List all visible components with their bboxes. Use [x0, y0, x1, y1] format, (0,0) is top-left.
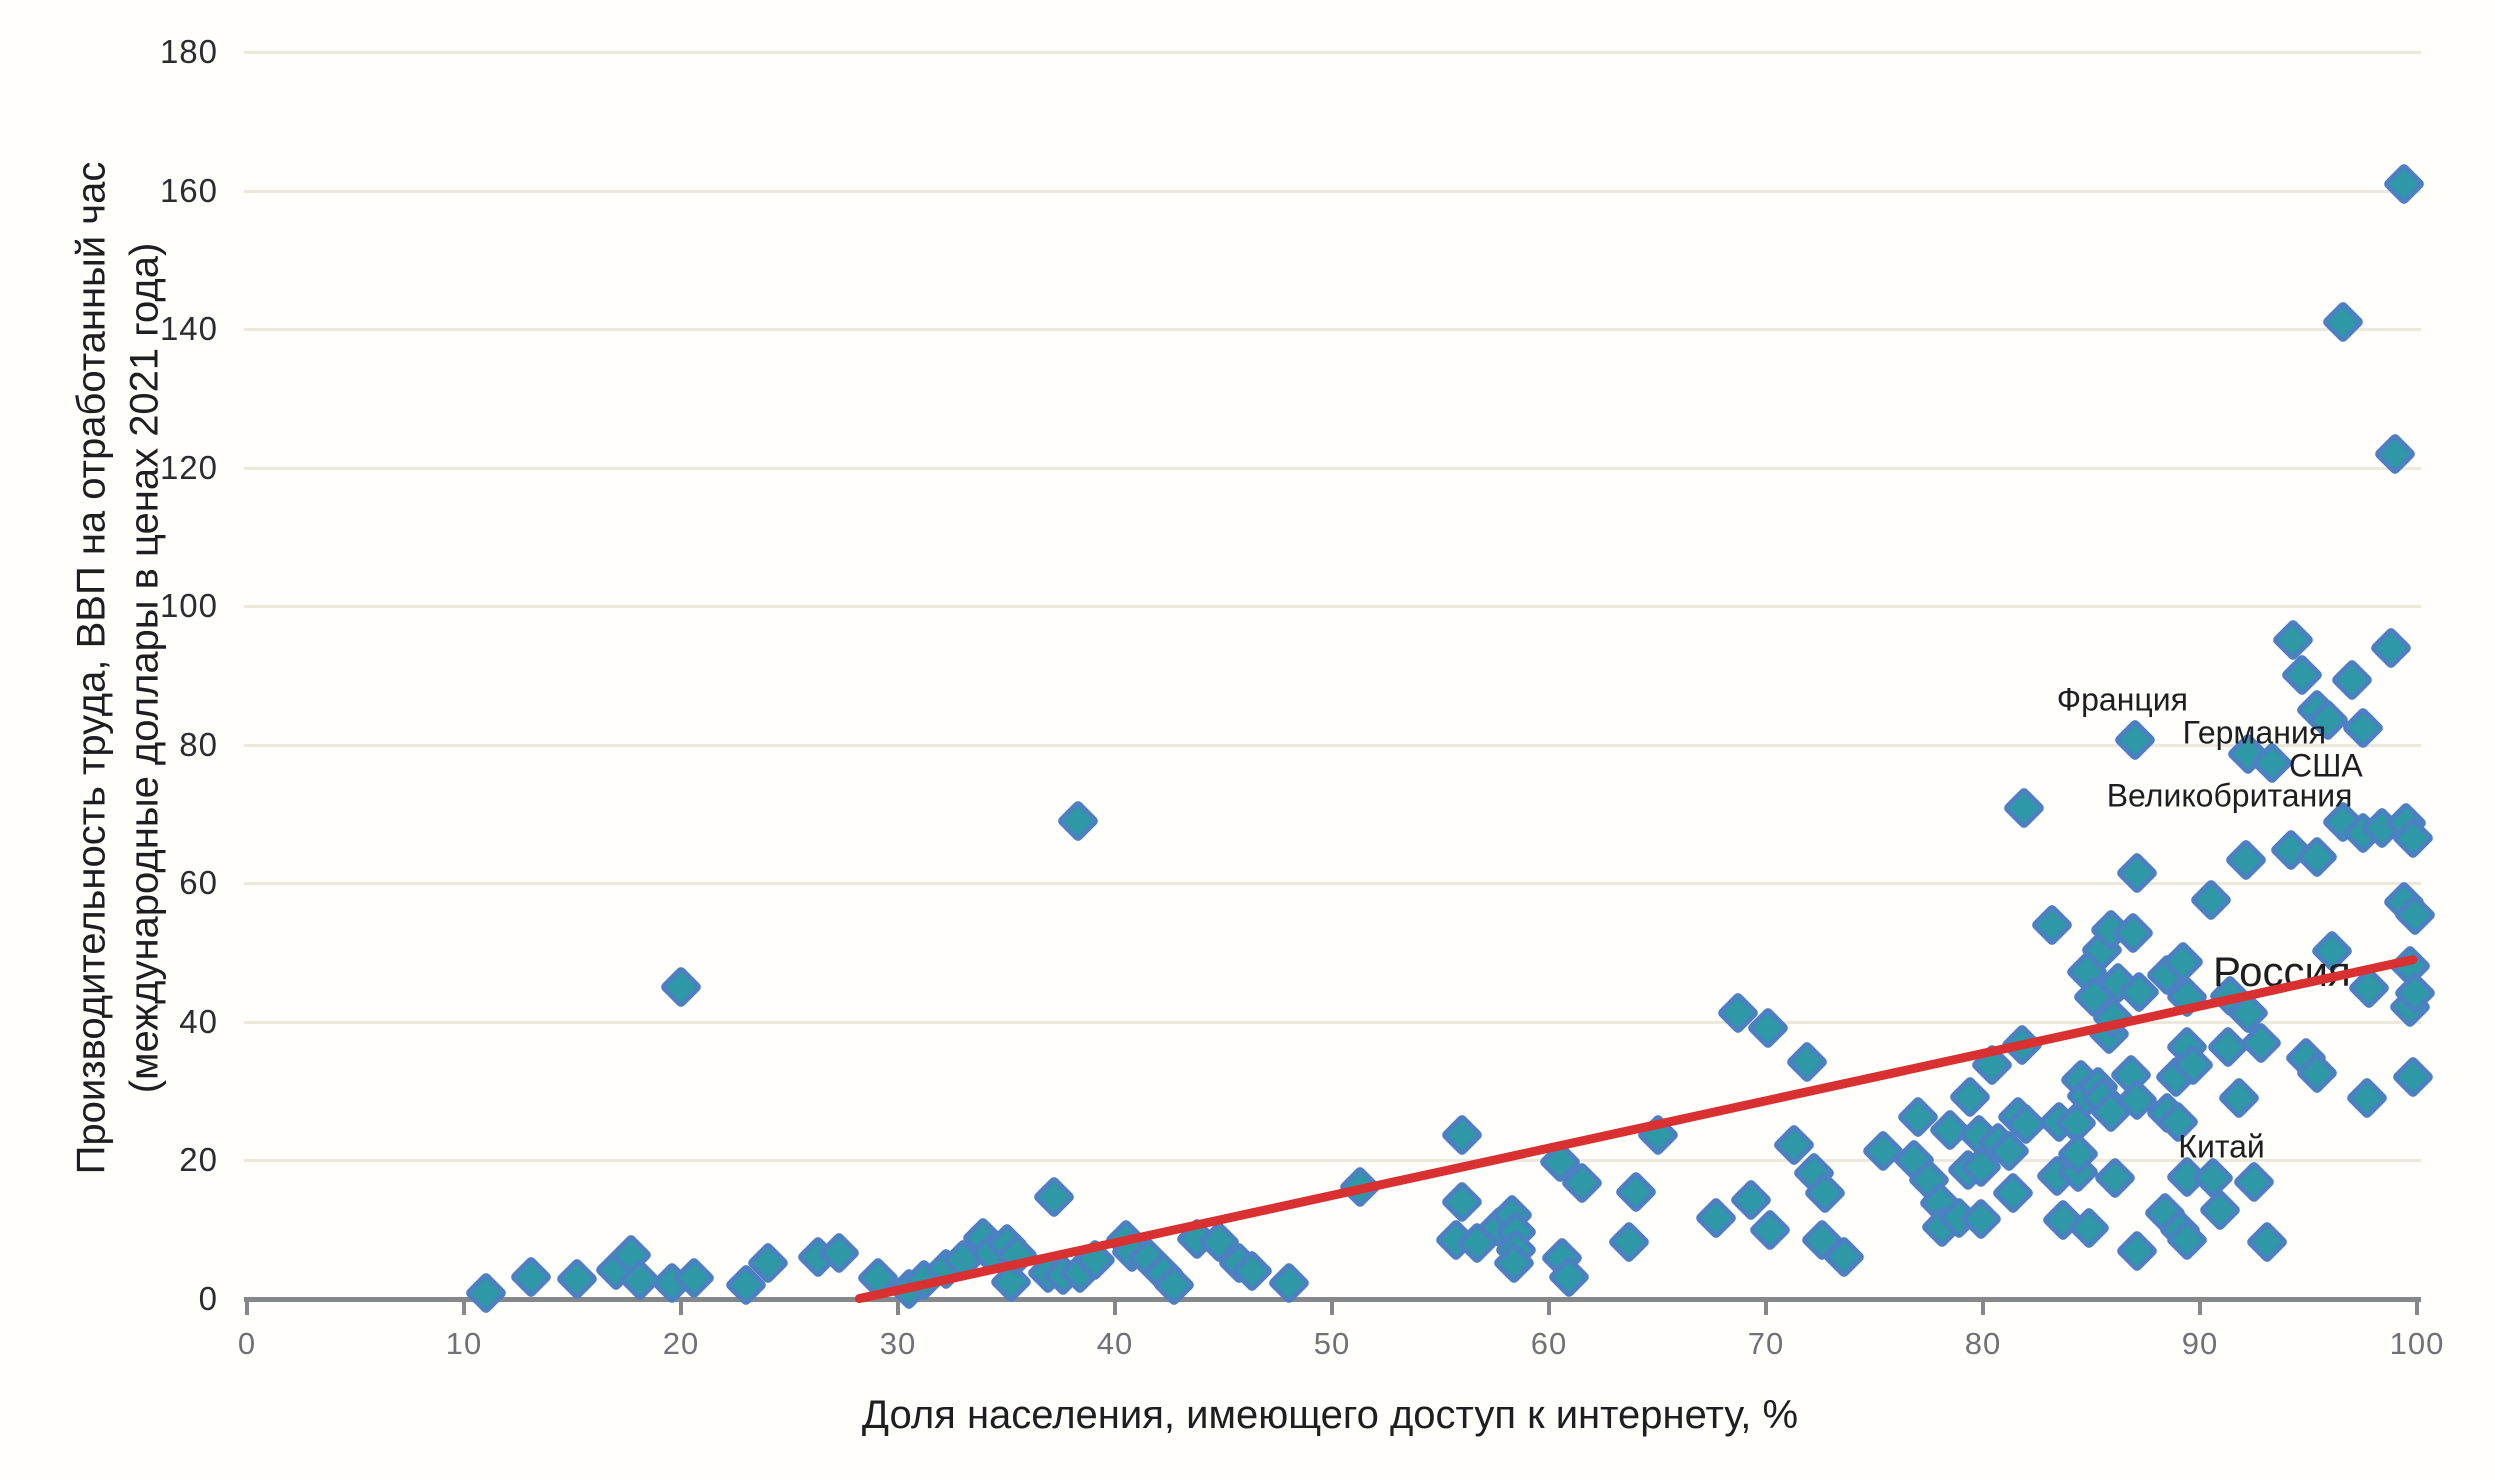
data-point — [1991, 1171, 2036, 1215]
country-label-Франция: Франция — [2056, 681, 2188, 718]
data-point — [2382, 161, 2426, 206]
x-tick-label-40: 40 — [1096, 1326, 1134, 1361]
y-tick-label-0: 0 — [198, 1280, 218, 1317]
x-tick-mark-50 — [1330, 1299, 1334, 1315]
x-axis-title: Доля населения, имеющего доступ к интерн… — [861, 1393, 1799, 1437]
data-point — [2329, 657, 2374, 702]
data-point — [2271, 618, 2316, 663]
gridline-y-140 — [244, 328, 2421, 332]
data-point — [2232, 1159, 2277, 1204]
data-point — [554, 1256, 599, 1301]
gridline-y-160 — [244, 189, 2421, 193]
y-tick-label-80: 80 — [179, 725, 218, 763]
y-tick-label-20: 20 — [179, 1141, 218, 1179]
y-tick-label-160: 160 — [159, 171, 218, 209]
gridline-y-80 — [244, 743, 2421, 747]
y-tick-label-180: 180 — [159, 33, 218, 70]
y-tick-label-120: 120 — [159, 448, 218, 486]
data-point — [659, 965, 703, 1010]
x-tick-label-80: 80 — [1964, 1326, 2002, 1361]
x-tick-label-10: 10 — [445, 1326, 483, 1361]
x-tick-mark-90 — [2198, 1299, 2202, 1315]
x-tick-label-70: 70 — [1747, 1326, 1785, 1361]
data-point — [1032, 1175, 1077, 1220]
x-tick-label-60: 60 — [1530, 1326, 1568, 1361]
data-point — [2093, 1156, 2138, 1201]
data-point — [2197, 1188, 2242, 1233]
y-tick-label-40: 40 — [179, 1002, 218, 1040]
country-label-Великобритания: Великобритания — [2106, 777, 2353, 814]
gridline-y-180 — [244, 51, 2421, 54]
x-tick-label-100: 100 — [2389, 1326, 2445, 1361]
data-point — [509, 1254, 554, 1299]
data-point — [2115, 1228, 2159, 1273]
data-point — [1785, 1040, 1830, 1084]
data-point — [1440, 1112, 1485, 1157]
x-tick-mark-60 — [1547, 1299, 1551, 1315]
x-tick-mark-70 — [1764, 1299, 1768, 1315]
country-label-США: США — [2288, 747, 2363, 784]
data-point — [2345, 1076, 2389, 1121]
gridline-y-20 — [244, 1159, 2421, 1163]
data-point — [2217, 1076, 2261, 1121]
data-point — [1613, 1169, 1658, 1214]
x-tick-mark-10 — [462, 1299, 466, 1315]
x-tick-mark-100 — [2415, 1299, 2419, 1315]
y-axis-title-line1: Производительность труда, ВВП на отработ… — [69, 161, 114, 1175]
data-point — [1607, 1220, 1652, 1265]
x-tick-label-20: 20 — [662, 1326, 700, 1361]
gridline-y-100 — [244, 605, 2421, 609]
x-tick-label-50: 50 — [1313, 1326, 1351, 1361]
x-tick-label-90: 90 — [2181, 1326, 2219, 1361]
y-tick-label-140: 140 — [159, 310, 218, 348]
data-point — [2245, 1220, 2290, 1265]
gridline-y-120 — [244, 466, 2421, 470]
data-point — [2223, 837, 2268, 882]
y-tick-label-60: 60 — [179, 864, 218, 902]
gridline-y-60 — [244, 882, 2421, 886]
x-tick-label-30: 30 — [879, 1326, 917, 1361]
data-point — [2321, 300, 2366, 345]
data-point — [2369, 625, 2413, 670]
country-label-Китай: Китай — [2178, 1128, 2265, 1165]
x-tick-mark-30 — [896, 1299, 900, 1315]
x-tick-mark-80 — [1981, 1299, 1985, 1315]
data-point — [2002, 785, 2047, 830]
data-point — [2112, 718, 2157, 762]
data-point — [2115, 851, 2159, 895]
x-tick-mark-0 — [245, 1299, 249, 1315]
country-label-Германия: Германия — [2182, 714, 2327, 751]
data-point — [2390, 1054, 2435, 1099]
y-axis-title-line2: (международные доллары в ценах 2021 года… — [122, 242, 167, 1094]
data-point — [1440, 1180, 1485, 1224]
data-point — [463, 1271, 508, 1316]
x-tick-label-0: 0 — [237, 1326, 257, 1361]
data-point — [2030, 902, 2075, 947]
data-point — [1056, 799, 1101, 843]
y-tick-label-100: 100 — [159, 587, 218, 625]
x-tick-mark-20 — [679, 1299, 683, 1315]
gridline-y-40 — [244, 1020, 2421, 1024]
x-tick-mark-40 — [1113, 1299, 1117, 1315]
